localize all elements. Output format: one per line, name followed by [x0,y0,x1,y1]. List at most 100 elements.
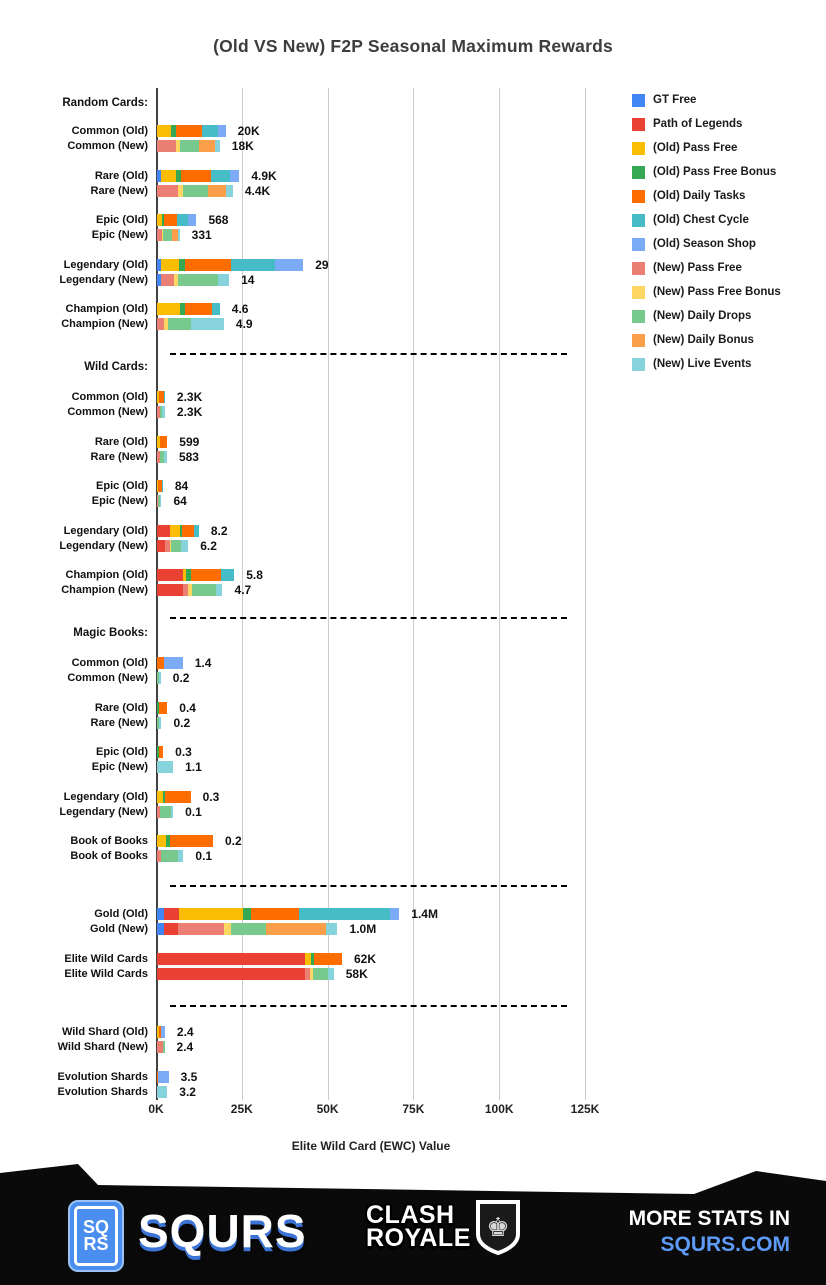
bar-segment-new_pass_free_bonus [223,923,231,935]
bar-segment-old_daily_tasks [169,835,213,847]
bar-segment-old_pass_free_bonus [179,303,185,315]
bar-segment-old_daily_tasks [176,125,202,137]
bar-value-label: 62K [353,951,376,966]
bar-segment-new_pass_free [157,850,161,862]
bar-segment-old_pass_free [157,790,163,803]
bar-value-label: 20K [237,124,260,138]
bar-segment-old_chest_cycle [161,480,163,492]
x-axis-tick-label: 25K [230,1102,253,1116]
gridline [241,88,243,1100]
stacked-bar [157,923,338,935]
bar-segment-old_daily_tasks [159,435,168,448]
section-separator-line [170,617,567,619]
bar-value-label: 0.3 [202,789,220,804]
bar-segment-new_pass_free [160,273,175,286]
bar-value-label: 0.2 [224,834,242,848]
legend-item: (New) Pass Free Bonus [632,284,781,300]
stacked-bar [157,1041,165,1053]
bar-value-label: 4.6 [231,302,249,316]
row-label: Epic (Old) [96,746,148,758]
legend-label: GT Free [653,94,697,106]
sqrs-wordmark: SQURS [138,1205,307,1257]
bar-value-label: 583 [178,449,199,464]
bar-segment-old_pass_free_bonus [162,214,165,226]
stacked-bar [157,790,191,803]
legend-label: (Old) Chest Cycle [653,214,749,226]
bar-segment-path_of_legends [157,569,184,581]
stacked-bar [157,746,164,758]
bar-segment-new_daily_drops [230,923,267,935]
bar-segment-new_live_events [157,761,174,773]
bar-value-label: 1.0M [349,922,377,936]
row-label: Epic (New) [91,761,148,773]
legend-item: (New) Daily Bonus [632,332,754,348]
section-separator-line [170,353,567,355]
row-label: Legendary (New) [59,273,148,286]
bar-value-label: 0.2 [172,671,190,685]
stacked-bar [157,318,224,330]
bar-segment-old_daily_tasks [180,169,211,182]
bar-segment-old_pass_free_bonus [171,125,177,137]
bar-segment-gt_free [157,923,165,935]
row-label: Rare (Old) [94,701,148,714]
squrs-com-link[interactable]: SQURS.COM [660,1233,790,1257]
stacked-bar [157,701,168,714]
bar-segment-old_pass_free_bonus [162,790,166,803]
bar-segment-new_live_events [215,584,223,596]
stacked-bar [157,657,183,669]
legend-item: (New) Live Events [632,356,751,372]
bar-value-label: 8.2 [210,523,228,538]
stacked-bar [157,1026,165,1038]
row-label: Book of Books [70,835,148,847]
legend-item: (Old) Pass Free Bonus [632,164,776,180]
bar-segment-old_chest_cycle [221,569,235,581]
bar-segment-new_daily_drops [163,1041,165,1053]
bar-segment-new_live_events [181,539,189,552]
more-stats-text: MORE STATS IN [628,1207,790,1230]
bar-segment-new_daily_bonus [172,229,178,241]
stacked-bar [157,716,162,729]
bar-segment-old_pass_free_bonus [179,524,183,537]
row-label: Wild Shard (Old) [61,1026,148,1038]
stacked-bar [157,273,230,286]
bar-segment-old_pass_free [178,908,243,920]
bar-segment-old_chest_cycle [299,908,390,920]
bar-value-label: 2.4 [176,1025,194,1039]
x-axis-tick-label: 50K [316,1102,339,1116]
row-label: Epic (New) [91,495,148,507]
bar-segment-old_chest_cycle [212,303,220,315]
bar-segment-old_chest_cycle [194,524,199,537]
bar-segment-old_pass_free [160,258,179,271]
section-header: Wild Cards: [84,361,148,373]
bar-segment-old_pass_free [157,303,180,315]
bar-segment-new_pass_free_bonus [188,584,193,596]
stacked-bar [157,214,197,226]
bar-segment-new_live_events [163,450,167,463]
bar-segment-old_daily_tasks [157,657,164,669]
stacked-bar [157,850,184,862]
bar-segment-path_of_legends [157,524,170,537]
row-label: Common (Old) [71,657,148,669]
bar-segment-old_season_shop [275,258,304,271]
bar-segment-old_pass_free [157,1026,160,1038]
legend-item: (New) Pass Free [632,260,742,276]
bar-segment-old_season_shop [158,1070,169,1083]
x-axis-tick-label: 125K [570,1102,600,1116]
bar-segment-old_season_shop [230,169,240,182]
legend-swatch-new_pass_free [632,261,645,275]
legend-swatch-old_pass_free_bonus [632,165,645,179]
legend-label: Path of Legends [653,118,743,130]
bar-segment-new_daily_drops [160,850,178,862]
bar-segment-new_pass_free [157,1041,164,1053]
bar-segment-new_pass_free_bonus [174,273,179,286]
bar-segment-new_daily_bonus [199,140,215,152]
bar-segment-old_pass_free [157,125,172,137]
stacked-bar [157,539,189,552]
stacked-bar [157,229,180,241]
legend-label: (New) Live Events [653,358,752,370]
bar-value-label: 0.3 [175,745,192,759]
stacked-bar [157,435,168,448]
legend-item: (Old) Pass Free [632,140,737,156]
bar-segment-new_pass_free [177,923,224,935]
